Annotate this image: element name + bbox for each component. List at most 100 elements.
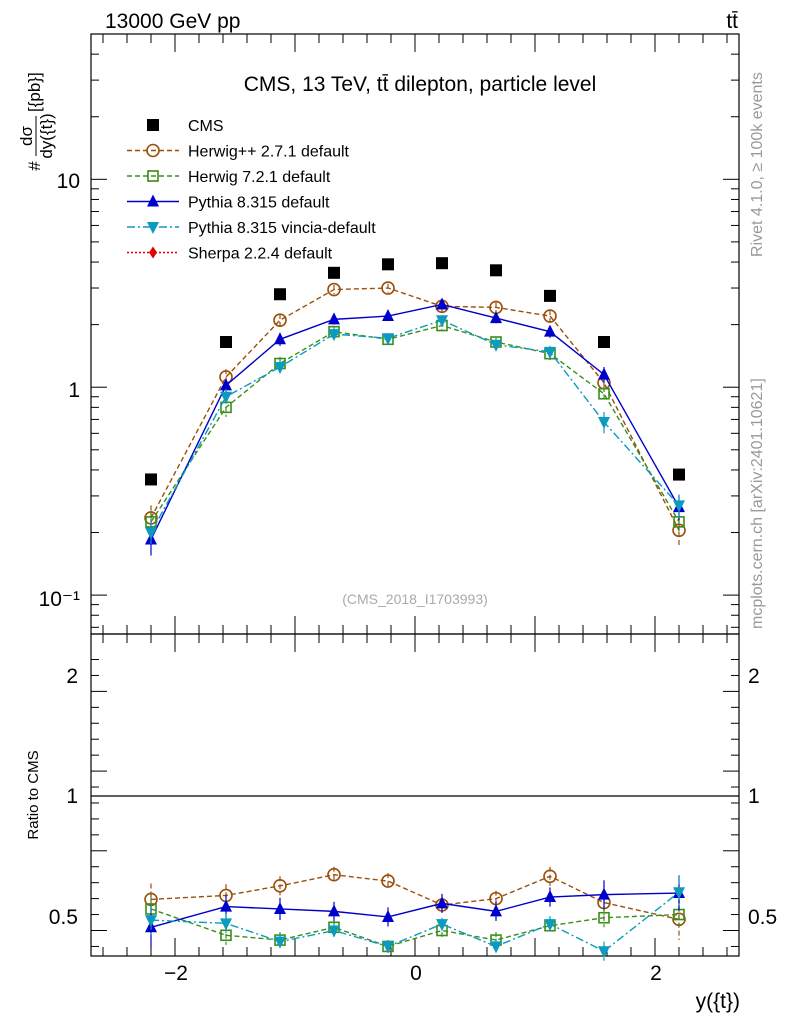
x-tick-label-neg2: −2 (164, 962, 188, 985)
legend-label-4: Pythia 8.315 vincia-default (188, 220, 376, 237)
legend-marker-2 (147, 170, 159, 182)
ratio-series-3-point-4 (382, 941, 394, 954)
ratio-y-label: Ratio to CMS (25, 750, 42, 839)
ratio-series-2-point-2 (274, 901, 286, 914)
source-label: mcplots.cern.ch [arXiv:2401.10621] (749, 378, 766, 629)
ratio-series-3-point-0 (145, 915, 157, 928)
main-series-0-point-8 (598, 335, 610, 348)
legend: CMS Herwig++ 2.7.1 default Herwig 7.2.1 de… (127, 118, 376, 263)
ratio-series-2-point-3 (328, 904, 340, 917)
main-series-4-point-3 (328, 329, 340, 342)
main-series-4-point-1 (220, 391, 232, 404)
ratio-x-ticks (102, 634, 728, 956)
main-plot-panel: 10 1 10⁻¹ CMS, 13 TeV, tt̄ dilepton, par… (17, 33, 740, 635)
main-series-1-point-7 (543, 309, 557, 323)
ratio-plot-panel: 2 1 0.5 2 1 0.5 Ratio to CMS −2 0 2 y({t… (25, 633, 777, 1013)
main-series-3-point-5 (436, 297, 448, 310)
main-series-0-point-4 (382, 258, 394, 271)
main-series-0-point-5 (436, 257, 448, 270)
ratio-series-2-point-7 (544, 890, 556, 903)
main-series-4 (145, 315, 685, 548)
ratio-series-3-point-1 (220, 918, 232, 931)
legend-marker-1 (146, 143, 160, 158)
main-series-3-line (150, 303, 680, 540)
ratio-series-2-line (150, 892, 680, 928)
main-series-0 (145, 257, 685, 486)
legend-label-2: Herwig 7.2.1 default (188, 169, 331, 186)
ratio-series-1-line (150, 908, 680, 948)
main-series-3 (145, 297, 685, 556)
main-y-label: # dσ dy({t}) [{pb}] (17, 72, 56, 170)
legend-marker-5 (149, 246, 157, 259)
main-series-3-point-8 (598, 367, 610, 380)
main-y-ticks (91, 33, 739, 628)
ratio-y-tick-label-1-left: 1 (66, 785, 78, 808)
legend-entry-0: CMS (147, 118, 224, 135)
ratio-series-0-point-4 (381, 874, 395, 888)
ratio-series-3-point-8 (598, 946, 610, 959)
ratio-series-0-point-7 (543, 869, 557, 884)
ratio-series-2-point-4 (382, 909, 394, 922)
main-series-4-point-5 (436, 315, 448, 328)
main-series-2-point-8 (598, 387, 610, 400)
legend-marker-4 (147, 222, 159, 234)
main-series-3-point-1 (220, 378, 232, 391)
main-series-4-point-0 (145, 527, 157, 540)
main-x-ticks (102, 34, 728, 634)
legend-entry-5: Sherpa 2.2.4 default (127, 246, 333, 263)
legend-entry-3: Pythia 8.315 default (127, 194, 330, 212)
legend-label-1: Herwig++ 2.7.1 default (188, 144, 350, 161)
ratio-series-0-point-2 (273, 879, 287, 893)
legend-label-0: CMS (188, 118, 224, 135)
ratio-series-2-point-6 (490, 904, 502, 917)
main-series-0-point-0 (145, 473, 157, 486)
ratio-series-3 (145, 876, 685, 961)
legend-marker-3 (147, 194, 159, 207)
main-series-4-point-6 (490, 339, 502, 352)
main-y-label-den: dy({t}) (37, 113, 56, 158)
legend-entry-2: Herwig 7.2.1 default (127, 169, 331, 186)
main-series-3-point-6 (490, 311, 502, 324)
main-series-2 (145, 319, 685, 535)
ratio-series-group (144, 866, 686, 961)
main-series-4-point-8 (598, 417, 610, 430)
ratio-series-0-line (150, 873, 680, 921)
x-tick-label-0: 0 (410, 962, 422, 985)
ratio-y-tick-label-2-left: 2 (66, 665, 78, 688)
main-series-0-point-7 (544, 289, 556, 302)
main-series-1-point-4 (381, 281, 395, 295)
ratio-series-3-point-3 (328, 925, 340, 938)
ratio-plot-frame (90, 633, 740, 957)
legend-label-3: Pythia 8.315 default (188, 195, 330, 212)
ratio-series-3-point-2 (274, 936, 286, 949)
main-y-label-unit: [{pb}] (25, 72, 44, 112)
ratio-series-3-point-6 (490, 941, 502, 954)
main-series-4-point-2 (274, 362, 286, 375)
plot-title: CMS, 13 TeV, tt̄ dilepton, particle leve… (244, 73, 597, 96)
legend-entry-1: Herwig++ 2.7.1 default (127, 144, 350, 161)
x-axis-label: y({t}) (696, 990, 740, 1013)
main-series-0-point-2 (274, 288, 286, 301)
energy-label: 13000 GeV pp (105, 10, 240, 33)
ratio-y-tick-label-2-right: 2 (748, 665, 760, 688)
main-y-label-num: dσ (17, 126, 36, 146)
ratio-series-2-point-8 (598, 887, 610, 900)
main-series-4-point-7 (544, 346, 556, 359)
ratio-y-tick-label-0.5-left: 0.5 (49, 906, 78, 929)
ratio-series-3-line (150, 891, 680, 953)
main-series-4-point-9 (673, 500, 685, 513)
main-series-0-point-1 (220, 335, 232, 348)
main-series-3-point-7 (544, 324, 556, 337)
main-y-label-hash: # (25, 161, 44, 171)
legend-label-5: Sherpa 2.2.4 default (188, 246, 333, 263)
main-series-0-point-3 (328, 266, 340, 279)
ratio-y-tick-label-1-right: 1 (748, 785, 760, 808)
ratio-series-1-point-8 (598, 911, 610, 924)
ratio-y-tick-label-0.5-right: 0.5 (748, 906, 777, 929)
main-series-1-point-3 (327, 282, 341, 297)
ratio-series-3-point-9 (673, 887, 685, 900)
x-tick-label-2: 2 (650, 962, 662, 985)
main-series-1-point-2 (273, 313, 287, 328)
ratio-series-2-point-5 (436, 896, 448, 909)
